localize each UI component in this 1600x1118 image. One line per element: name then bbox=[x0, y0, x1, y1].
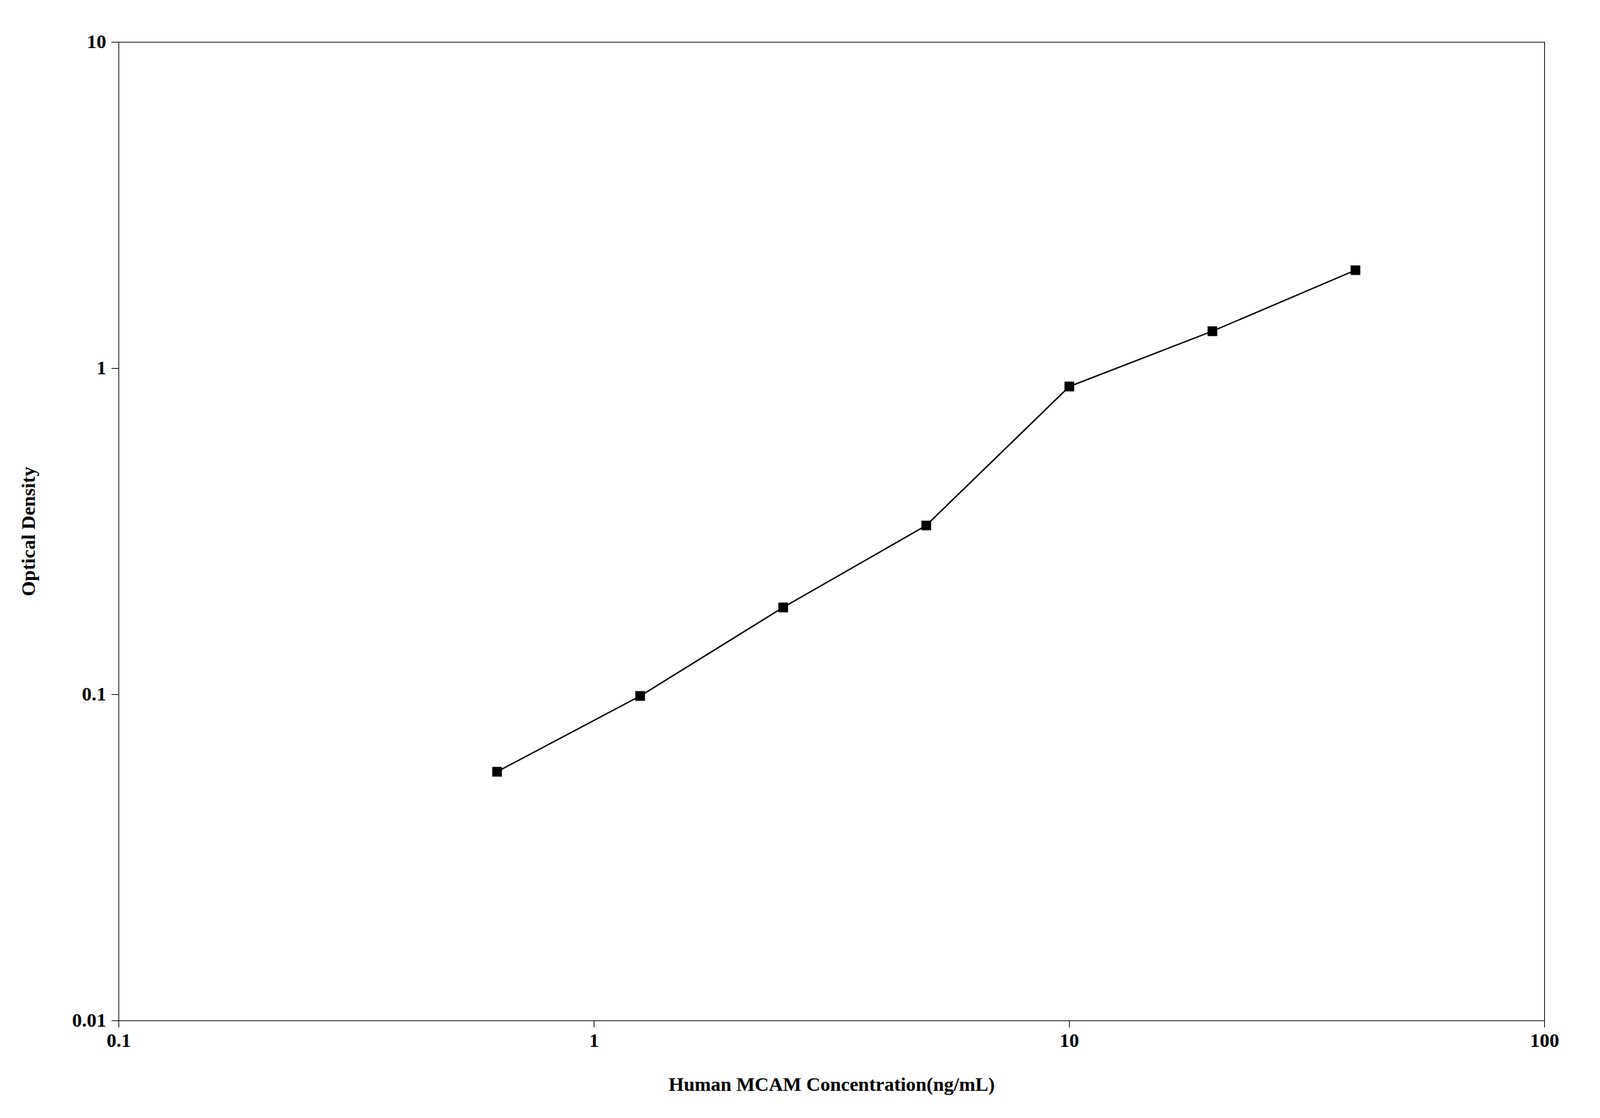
svg-text:100: 100 bbox=[1530, 1029, 1560, 1051]
svg-text:1: 1 bbox=[96, 356, 107, 379]
svg-text:0.1: 0.1 bbox=[106, 1029, 132, 1051]
svg-text:0.1: 0.1 bbox=[82, 682, 107, 705]
svg-text:Human MCAM Concentration(ng/mL: Human MCAM Concentration(ng/mL) bbox=[668, 1073, 995, 1095]
svg-text:10: 10 bbox=[87, 30, 107, 53]
svg-text:10: 10 bbox=[1059, 1029, 1080, 1051]
svg-text:Optical Density: Optical Density bbox=[17, 466, 40, 597]
svg-text:0.01: 0.01 bbox=[72, 1009, 107, 1031]
svg-text:1: 1 bbox=[589, 1029, 600, 1051]
